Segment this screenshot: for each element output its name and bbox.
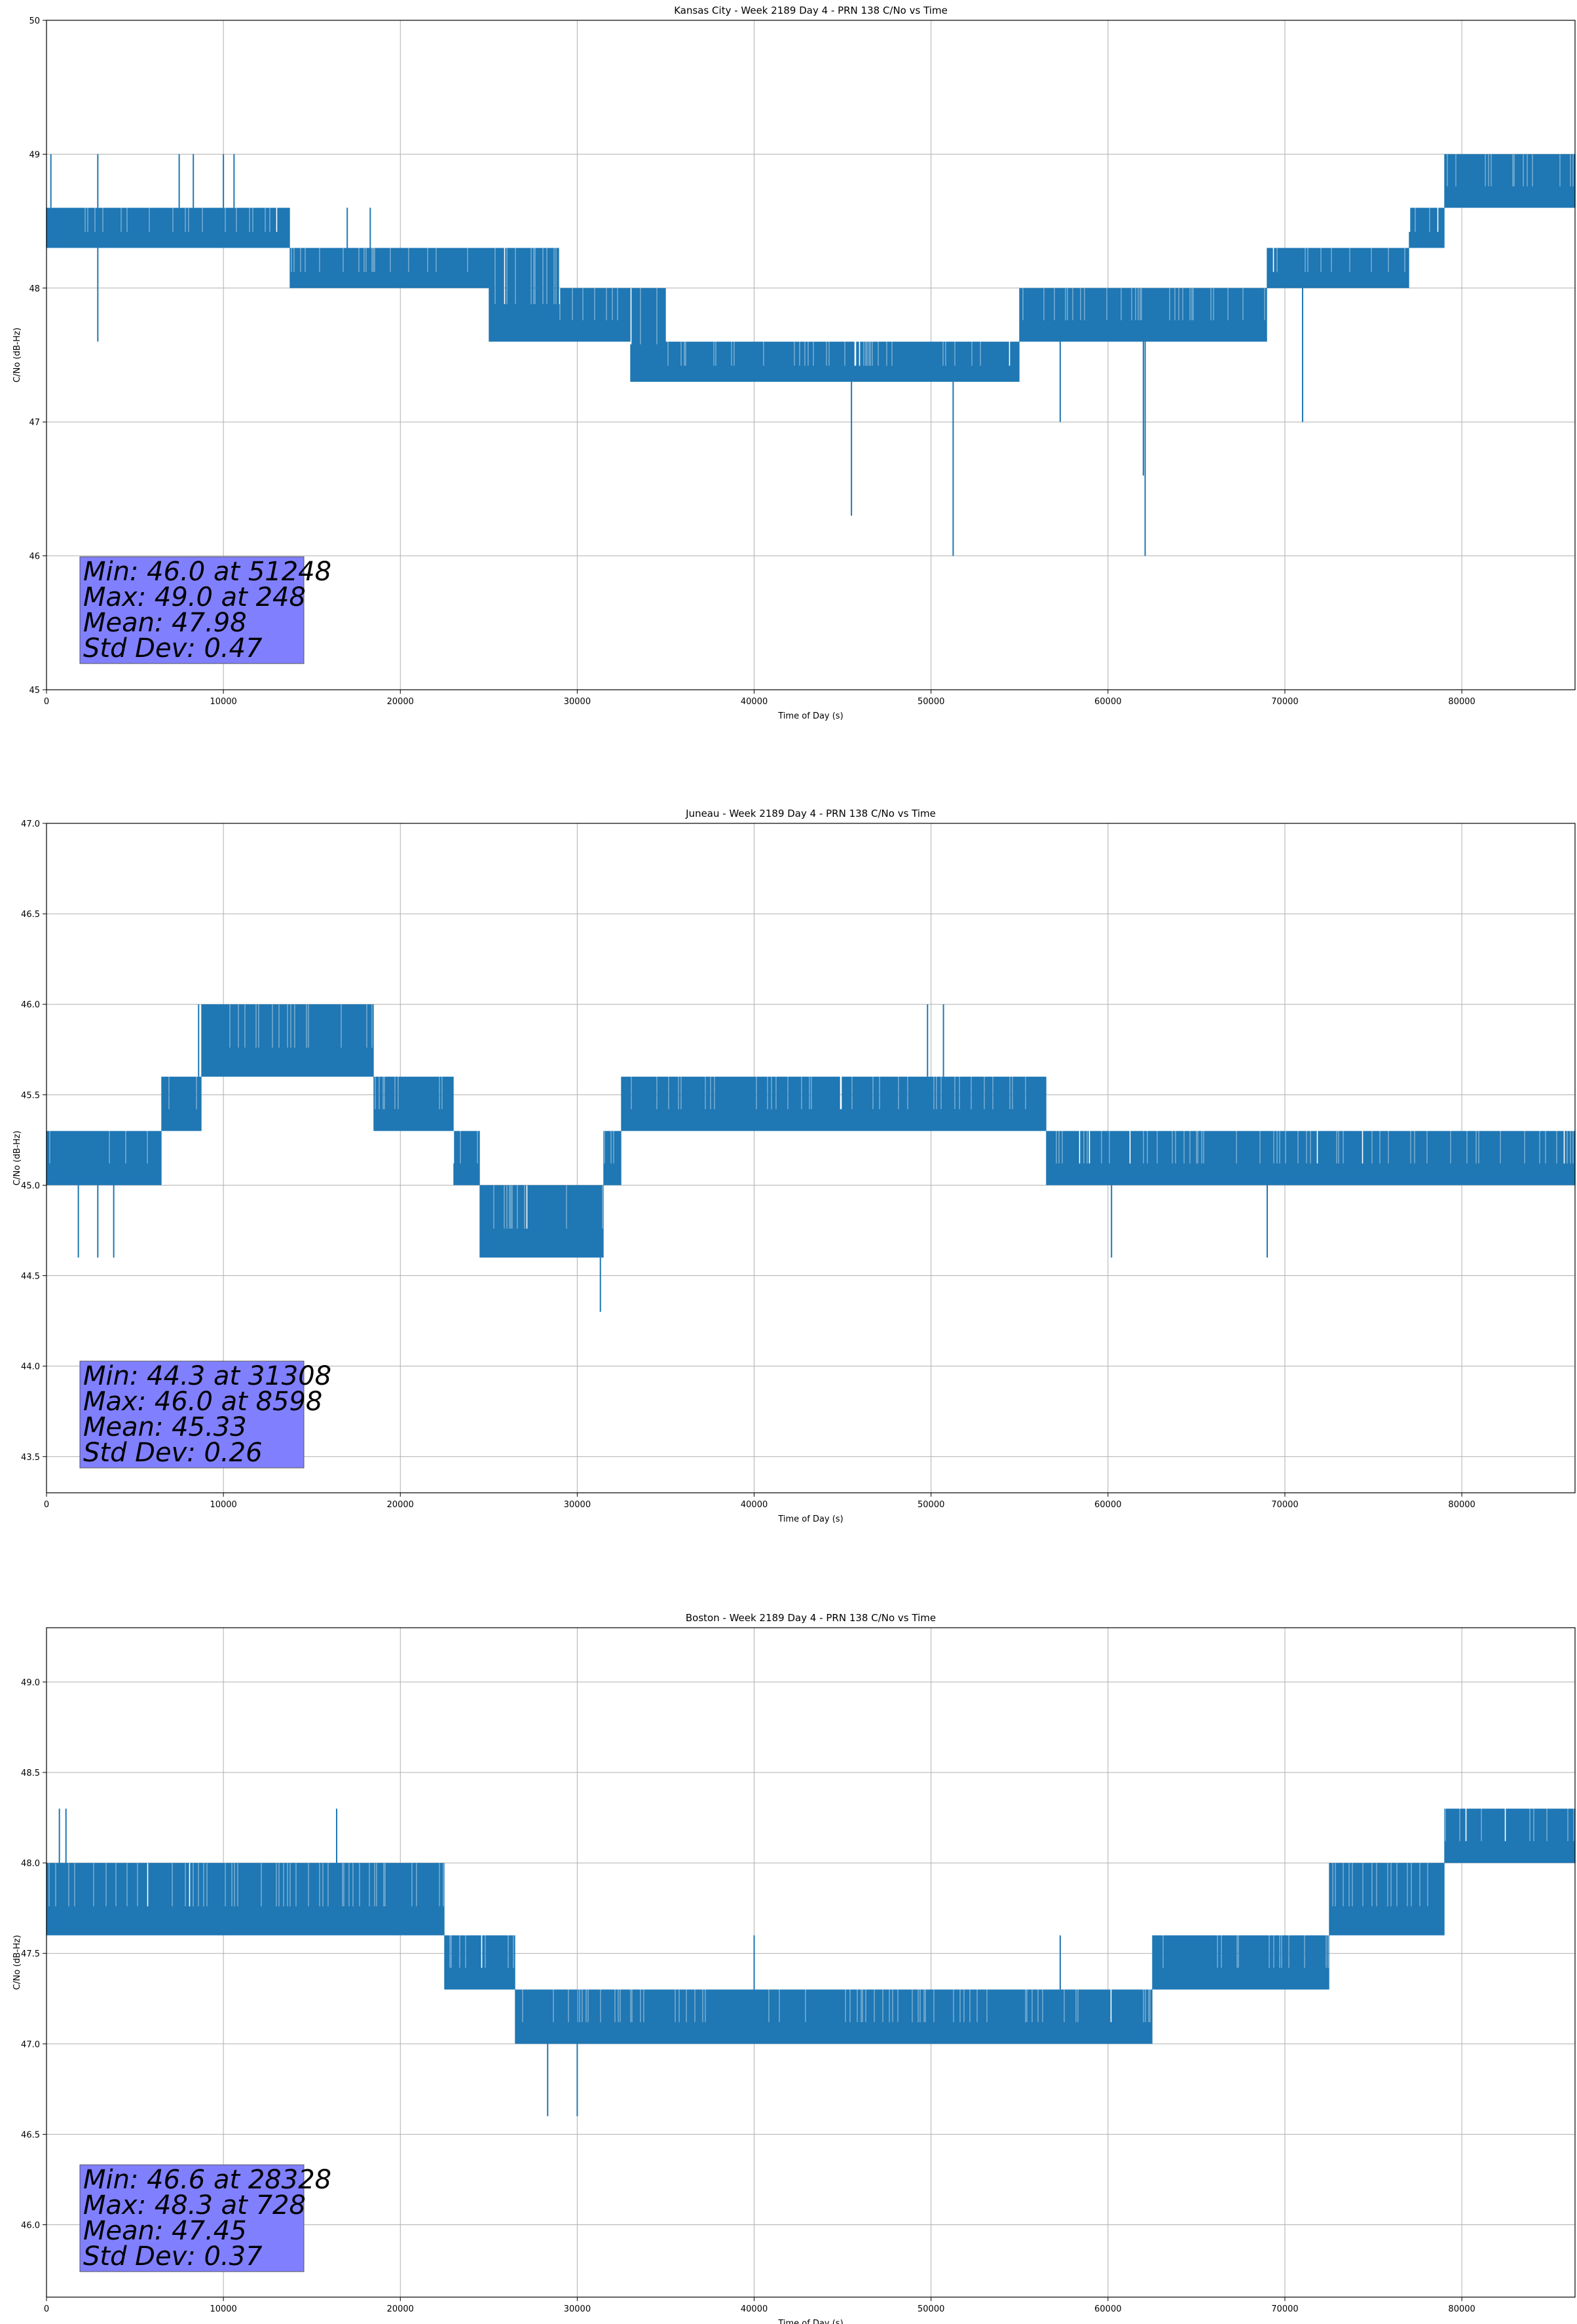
x-tick-label: 20000 [387,697,414,707]
x-tick-label: 0 [44,697,49,707]
x-tick-label: 50000 [918,697,944,707]
y-tick-label: 46.0 [21,1000,40,1010]
x-tick-label: 60000 [1094,1500,1121,1510]
x-tick-label: 50000 [918,1500,944,1510]
stats-line: Max: 46.0 at 8598 [83,1387,322,1417]
stats-line: Std Dev: 0.47 [83,633,263,664]
y-tick-label: 47.0 [21,819,40,829]
x-tick-label: 80000 [1448,2304,1475,2314]
x-tick-label: 40000 [741,697,768,707]
x-tick-label: 0 [44,1500,49,1510]
x-tick-label: 0 [44,2304,49,2314]
y-axis-label: C/No (dB-Hz) [12,328,22,383]
x-tick-label: 20000 [387,2304,414,2314]
y-tick-label: 49 [29,150,40,160]
x-tick-label: 70000 [1271,697,1298,707]
x-tick-label: 50000 [918,2304,944,2314]
y-axis-label: C/No (dB-Hz) [12,1935,22,1990]
stats-line: Min: 46.0 at 51248 [83,557,331,587]
y-tick-label: 43.5 [21,1453,40,1463]
stats-line: Min: 46.6 at 28328 [83,2165,331,2195]
y-tick-label: 47 [29,418,40,428]
stats-box-background [79,2164,305,2272]
x-tick-label: 80000 [1448,697,1475,707]
x-tick-label: 60000 [1094,697,1121,707]
x-tick-label: 40000 [741,1500,768,1510]
y-tick-label: 50 [29,16,40,26]
y-tick-label: 49.0 [21,1678,40,1688]
y-tick-label: 46.0 [21,2221,40,2231]
stats-line: Std Dev: 0.26 [83,1438,263,1468]
stats-line: Mean: 47.98 [83,608,247,638]
stats-line: Mean: 45.33 [83,1412,247,1442]
x-tick-label: 80000 [1448,1500,1475,1510]
y-tick-label: 44.0 [21,1362,40,1372]
y-tick-label: 48.5 [21,1769,40,1778]
x-tick-label: 30000 [564,2304,591,2314]
x-axis-label: Time of Day (s) [777,1514,843,1524]
x-axis-label: Time of Day (s) [777,2319,843,2324]
y-tick-label: 46.5 [21,910,40,920]
y-tick-label: 48.0 [21,1859,40,1869]
y-tick-label: 45 [29,686,40,696]
stats-line: Std Dev: 0.37 [83,2241,263,2272]
y-tick-label: 45.5 [21,1091,40,1100]
stats-line: Mean: 47.45 [83,2216,247,2246]
stats-line: Max: 49.0 at 248 [83,582,306,612]
plot-frame [46,20,1576,690]
y-tick-label: 45.0 [21,1181,40,1191]
panel-juneau: 0 10000 20000 30000 40000 50000 60000 70000 8000… [12,808,1576,1524]
y-tick-label: 46 [29,552,40,562]
chart-title: Kansas City - Week 2189 Day 4 - PRN 138 … [674,5,948,16]
x-tick-label: 10000 [210,1500,236,1510]
plot-frame [46,1627,1576,2298]
x-tick-label: 30000 [564,1500,591,1510]
plot-frame [46,823,1576,1493]
stats-line: Max: 48.3 at 728 [83,2190,306,2221]
y-tick-label: 44.5 [21,1272,40,1282]
y-tick-label: 47.0 [21,2040,40,2050]
y-tick-label: 47.5 [21,1949,40,1959]
x-tick-label: 70000 [1271,2304,1298,2314]
chart-title: Boston - Week 2189 Day 4 - PRN 138 C/No … [686,1612,936,1624]
x-tick-label: 70000 [1271,1500,1298,1510]
x-tick-label: 10000 [210,697,236,707]
stats-box-background [79,556,305,664]
x-tick-label: 20000 [387,1500,414,1510]
x-tick-label: 60000 [1094,2304,1121,2314]
x-tick-label: 40000 [741,2304,768,2314]
x-tick-label: 10000 [210,2304,236,2314]
y-axis-label: C/No (dB-Hz) [12,1131,22,1186]
panel-boston: 0 10000 20000 30000 40000 50000 60000 70000 8000… [12,1612,1576,2324]
panel-kansas-city: 0 10000 20000 30000 40000 50000 60000 70000 8000… [12,5,1576,721]
y-tick-label: 48 [29,284,40,294]
y-tick-label: 46.5 [21,2130,40,2140]
x-axis-label: Time of Day (s) [777,711,843,721]
chart-title: Juneau - Week 2189 Day 4 - PRN 138 C/No … [685,808,936,819]
x-tick-label: 30000 [564,697,591,707]
stats-box-background [79,1360,305,1469]
stats-line: Min: 44.3 at 31308 [83,1361,331,1391]
